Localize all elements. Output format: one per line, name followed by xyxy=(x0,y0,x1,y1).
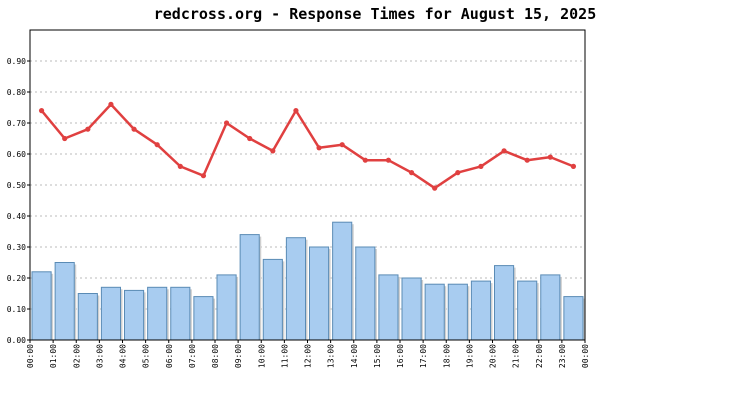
line-point xyxy=(455,170,461,176)
bar-series xyxy=(31,221,585,341)
line-point xyxy=(547,154,553,160)
x-tick-label: 09:00 xyxy=(234,344,243,368)
line-point xyxy=(154,142,160,148)
chart-title: redcross.org - Response Times for August… xyxy=(154,5,597,23)
x-tick-label: 07:00 xyxy=(188,344,197,368)
bar xyxy=(424,283,445,341)
bar xyxy=(124,289,145,341)
x-axis-ticks: 00:00 01:00 02:00 03:00 04:00 05:00 06:00 07:00… xyxy=(26,340,590,368)
x-tick-label: 02:00 xyxy=(72,344,81,368)
line-path xyxy=(40,103,574,190)
bar xyxy=(332,221,353,341)
bar xyxy=(517,280,538,341)
bar xyxy=(54,262,75,341)
line-point xyxy=(85,126,91,132)
bar xyxy=(447,283,468,341)
y-tick-label: 0.60 xyxy=(7,150,26,159)
line-point xyxy=(223,120,230,126)
x-tick-label: 06:00 xyxy=(165,344,174,368)
x-tick-label: 15:00 xyxy=(373,344,382,368)
line-point xyxy=(270,148,276,154)
line-point xyxy=(385,157,392,163)
bar xyxy=(31,271,52,341)
x-tick-label: 21:00 xyxy=(512,344,521,368)
line-point xyxy=(247,135,253,142)
y-tick-label: 0.90 xyxy=(7,57,26,66)
bar xyxy=(100,286,121,341)
x-tick-label: 04:00 xyxy=(119,344,128,368)
line-point xyxy=(62,135,68,142)
line-point xyxy=(38,108,45,114)
bar xyxy=(494,265,515,341)
line-point xyxy=(362,157,368,163)
line-point xyxy=(478,163,484,169)
bar xyxy=(378,274,399,341)
bar xyxy=(563,296,584,341)
line-point xyxy=(177,163,183,169)
line-point xyxy=(408,170,415,176)
line-point xyxy=(524,157,530,163)
y-tick-label: 0.40 xyxy=(7,212,26,221)
y-tick-label: 0.20 xyxy=(7,274,26,283)
y-tick-label: 0.70 xyxy=(7,119,26,128)
x-tick-label: 23:00 xyxy=(558,344,567,368)
line-series xyxy=(38,101,577,191)
line-point xyxy=(432,185,438,191)
y-axis-ticks: 0.00 0.10 0.20 0.30 0.40 0.50 0.60 0.70 0.80 0.90 xyxy=(7,57,30,345)
line-point xyxy=(501,148,507,154)
x-tick-label: 19:00 xyxy=(465,344,474,368)
x-tick-label: 18:00 xyxy=(442,344,451,368)
line-point xyxy=(339,142,345,148)
x-tick-label: 08:00 xyxy=(211,344,220,368)
bar xyxy=(262,258,283,341)
line-point xyxy=(570,163,577,169)
line-point xyxy=(316,145,322,151)
bar xyxy=(309,246,330,341)
x-tick-label: 03:00 xyxy=(95,344,104,368)
line-point xyxy=(108,101,114,107)
bar xyxy=(170,286,191,341)
bar xyxy=(540,274,561,341)
x-tick-label: 11:00 xyxy=(280,344,289,368)
x-tick-label: 00:00 xyxy=(26,344,35,368)
x-tick-label: 12:00 xyxy=(304,344,313,368)
line-point xyxy=(200,173,207,179)
bar xyxy=(470,280,491,341)
x-tick-label: 01:00 xyxy=(49,344,58,368)
bar xyxy=(147,286,168,341)
line-point xyxy=(131,126,137,132)
x-tick-label: 00:00 xyxy=(581,344,590,368)
bar xyxy=(355,246,376,341)
x-tick-label: 13:00 xyxy=(327,344,336,368)
bar xyxy=(285,237,306,341)
bar xyxy=(77,293,98,341)
bar xyxy=(401,277,422,341)
y-tick-label: 0.10 xyxy=(7,305,26,314)
x-tick-label: 16:00 xyxy=(396,344,405,368)
y-tick-label: 0.30 xyxy=(7,243,26,252)
x-tick-label: 20:00 xyxy=(489,344,498,368)
bar xyxy=(193,296,214,341)
x-tick-label: 17:00 xyxy=(419,344,428,368)
y-tick-label: 0.50 xyxy=(7,181,26,190)
y-tick-label: 0.80 xyxy=(7,88,26,97)
x-tick-label: 14:00 xyxy=(350,344,359,368)
x-tick-label: 05:00 xyxy=(142,344,151,368)
bar xyxy=(216,274,237,341)
x-tick-label: 22:00 xyxy=(535,344,544,368)
y-tick-label: 0.00 xyxy=(7,336,26,345)
x-tick-label: 10:00 xyxy=(257,344,266,368)
bar xyxy=(239,234,260,341)
line-point xyxy=(293,108,299,114)
